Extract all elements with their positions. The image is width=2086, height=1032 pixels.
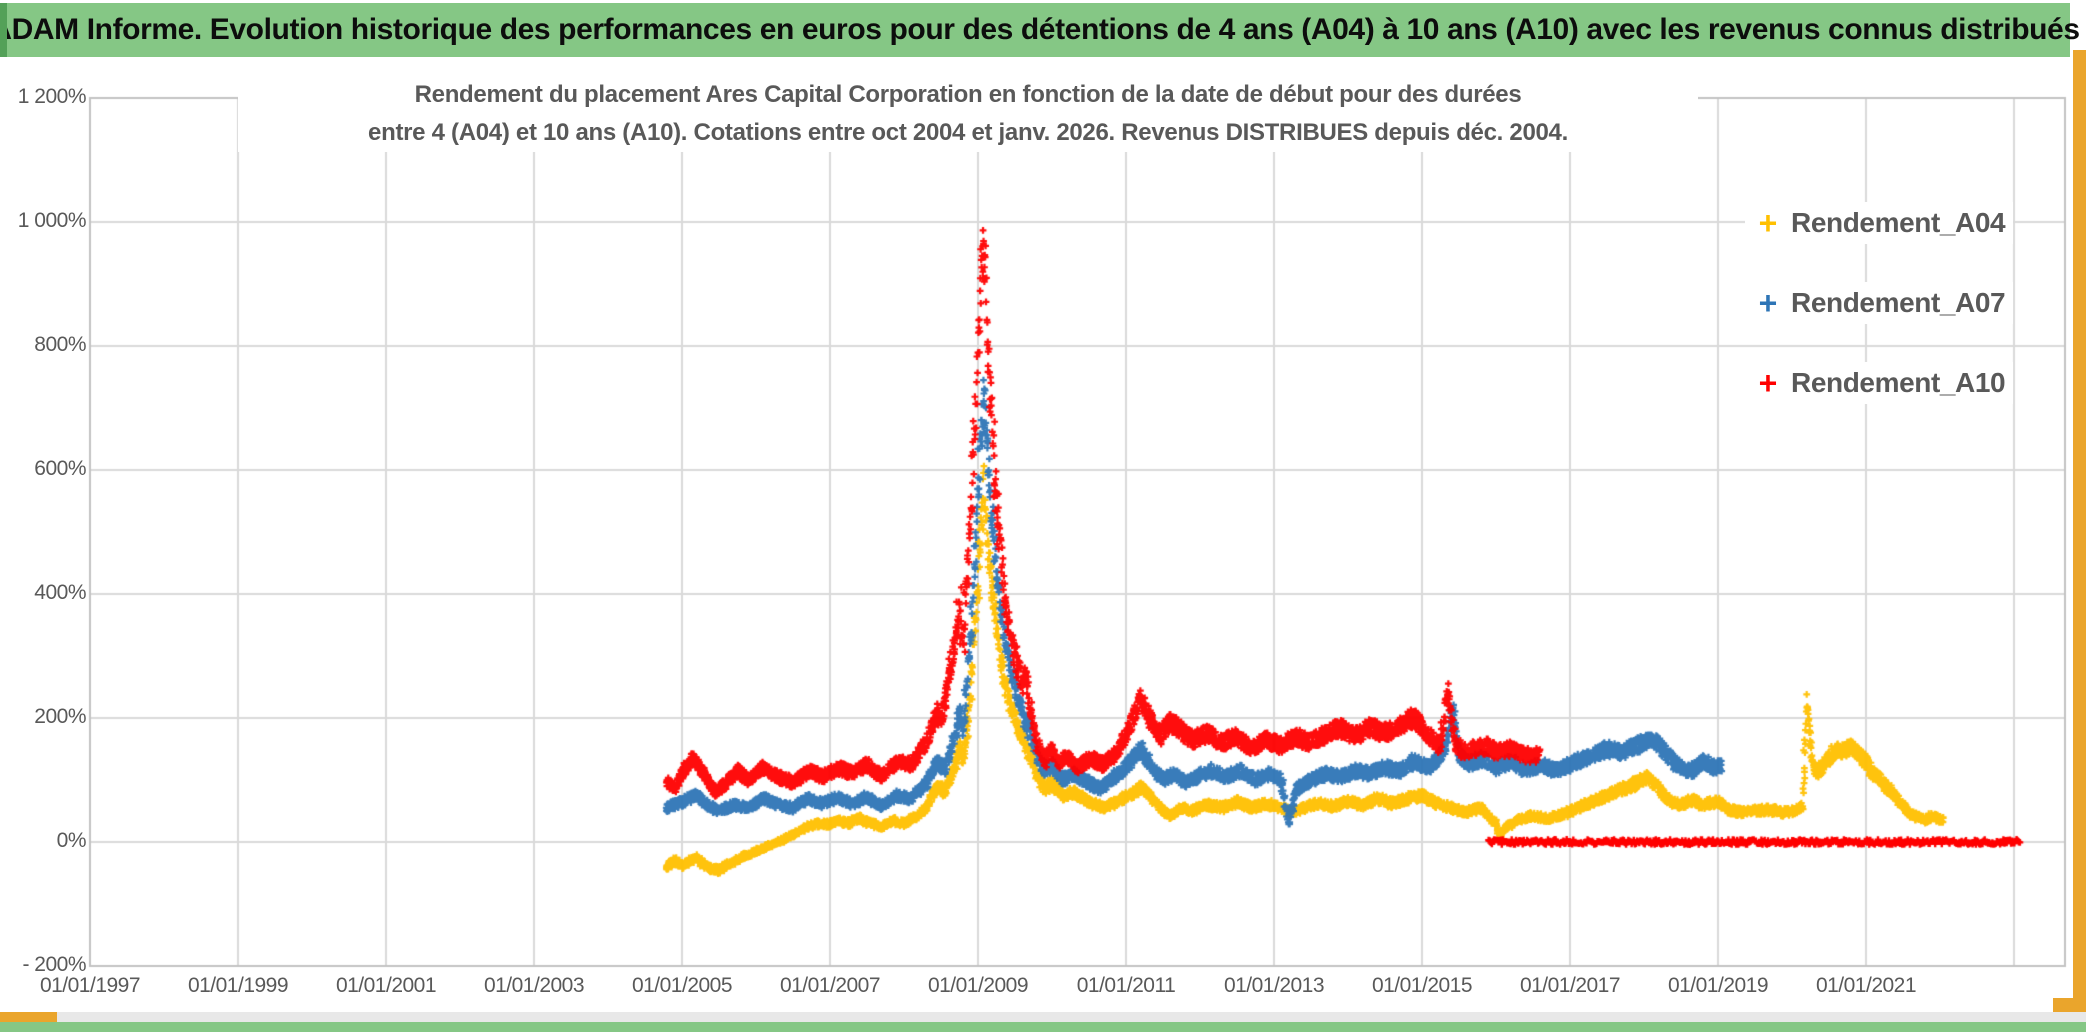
x-axis-tick-label: 01/01/2015 [1371,974,1473,997]
top-margin [0,0,2086,3]
right-accent-corner [2053,998,2086,1014]
x-axis-tick-label: 01/01/2017 [1519,974,1621,997]
header-banner: ADAM Informe. Evolution historique des p… [0,3,2080,57]
x-axis-tick-label: 01/01/1999 [187,974,289,997]
legend-marker-icon: + [1758,285,1778,321]
legend-label: Rendement_A04 [1791,207,2006,238]
legend-item-rendement_a07[interactable]: + Rendement_A07 [1745,282,2014,324]
x-axis-tick-label: 01/01/2003 [483,974,585,997]
legend-item-rendement_a10[interactable]: + Rendement_A10 [1745,362,2014,404]
legend-label: Rendement_A07 [1791,287,2006,318]
header-left-accent [0,3,7,57]
x-axis-tick-label: 01/01/1997 [39,974,141,997]
x-axis-tick-label: 01/01/2021 [1815,974,1917,997]
chart-title-line1: Rendement du placement Ares Capital Corp… [414,81,1522,108]
y-axis-tick-label: - 200% [22,953,86,976]
y-axis-tick-label: 400% [34,581,86,604]
x-axis-tick-label: 01/01/2009 [927,974,1029,997]
chart-title-line2: entre 4 (A04) et 10 ans (A10). Cotations… [368,119,1568,146]
bottom-green-strip [0,1022,2086,1032]
y-axis-tick-label: 200% [34,705,86,728]
chart-canvas[interactable] [0,57,2086,1032]
bottom-left-accent [0,1012,57,1022]
x-axis-tick-label: 01/01/2019 [1667,974,1769,997]
x-axis-tick-label: 01/01/2005 [631,974,733,997]
x-axis-tick-label: 01/01/2001 [335,974,437,997]
legend-marker-icon: + [1758,205,1778,241]
chart-title: Rendement du placement Ares Capital Corp… [238,76,1698,152]
y-axis-tick-label: 800% [34,333,86,356]
y-axis-tick-label: 1 200% [17,85,87,108]
y-axis-tick-label: 0% [56,829,87,852]
bottom-scroll-strip[interactable] [0,1012,2086,1022]
legend-marker-icon: + [1758,365,1778,401]
x-axis-tick-label: 01/01/2007 [779,974,881,997]
header-title: ADAM Informe. Evolution historique des p… [0,13,2080,46]
y-axis-tick-label: 600% [34,457,86,480]
legend-label: Rendement_A10 [1791,367,2006,398]
x-axis-tick-label: 01/01/2013 [1223,974,1325,997]
y-axis-tick-label: 1 000% [17,209,87,232]
x-axis-tick-label: 01/01/2011 [1076,974,1176,997]
legend-item-rendement_a04[interactable]: + Rendement_A04 [1745,202,2014,244]
right-accent-bar [2073,50,2086,1012]
